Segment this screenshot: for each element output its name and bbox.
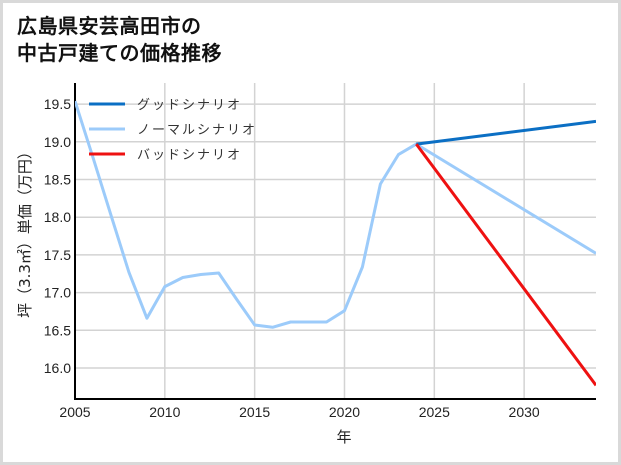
tick-labels: 2005 2010 2015 2020 2025 2030 16.0 16.5 17.0 17.5… — [44, 96, 540, 420]
y-tick-label: 17.5 — [44, 247, 71, 263]
legend-label: グッドシナリオ — [137, 98, 242, 113]
series-line-0 — [416, 119, 596, 146]
chart-title: 広島県安芸高田市の 中古戸建ての価格推移 — [17, 13, 222, 67]
y-axis-label: 坪（3.3㎡）単価（万円） — [16, 144, 34, 318]
y-tick-label: 18.5 — [44, 172, 71, 188]
x-tick-label: 2020 — [329, 404, 360, 420]
x-axis-label: 年 — [336, 428, 351, 446]
y-tick-label: 16.0 — [44, 360, 71, 376]
series-line-2 — [415, 143, 596, 387]
y-tick-label: 16.5 — [44, 322, 71, 338]
legend-label: ノーマルシナリオ — [137, 123, 257, 138]
y-tick-label: 17.0 — [44, 285, 71, 301]
chart-title-line1: 広島県安芸高田市の — [17, 14, 202, 38]
y-tick-label: 18.0 — [44, 209, 71, 225]
x-tick-label: 2005 — [59, 404, 90, 420]
y-tick-label: 19.5 — [44, 96, 71, 112]
x-tick-label: 2025 — [419, 404, 450, 420]
series-lines — [75, 100, 596, 387]
x-tick-label: 2030 — [509, 404, 540, 420]
series-line-1 — [75, 100, 596, 329]
y-tick-label: 19.0 — [44, 134, 71, 150]
chart-title-line2: 中古戸建ての価格推移 — [17, 41, 222, 65]
grid-lines — [75, 83, 596, 399]
x-tick-label: 2015 — [239, 404, 270, 420]
chart-frame: 広島県安芸高田市の 中古戸建ての価格推移 — [3, 3, 618, 462]
x-tick-label: 2010 — [149, 404, 180, 420]
axes — [74, 83, 596, 400]
legend-label: バッドシナリオ — [137, 148, 242, 163]
